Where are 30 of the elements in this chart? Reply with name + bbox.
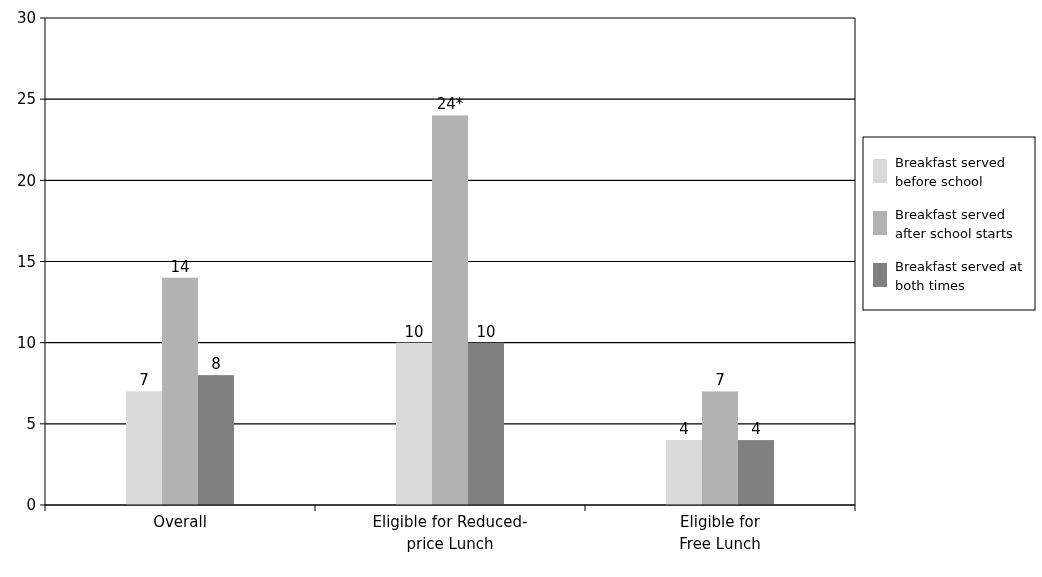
y-tick-label: 10 <box>16 333 36 352</box>
bar <box>396 342 432 505</box>
legend-label: Breakfast served before school <box>895 155 1006 189</box>
data-label: 10 <box>404 322 424 341</box>
data-label: 10 <box>476 322 496 341</box>
y-tick-label: 0 <box>26 496 36 515</box>
y-tick-label: 25 <box>16 90 36 109</box>
y-tick-label: 5 <box>26 415 36 434</box>
data-label: 8 <box>211 355 221 374</box>
data-label: 7 <box>715 371 725 390</box>
bar <box>666 440 702 505</box>
bar <box>702 391 738 505</box>
y-tick-label: 20 <box>16 171 36 190</box>
x-tick-label: Eligible for Reduced- price Lunch <box>372 513 528 553</box>
data-label: 4 <box>679 420 689 439</box>
bar <box>198 375 234 505</box>
bar <box>468 342 504 505</box>
x-tick-label: Overall <box>153 513 207 531</box>
bar <box>126 391 162 505</box>
legend-label: Breakfast served at both times <box>895 259 1023 293</box>
data-label: 24* <box>436 95 464 114</box>
data-label: 4 <box>751 420 761 439</box>
data-label: 7 <box>139 371 149 390</box>
bar <box>432 115 468 505</box>
x-tick-label: Eligible for Free Lunch <box>679 513 761 553</box>
legend-label: Breakfast served after school starts <box>895 207 1013 241</box>
y-tick-label: 30 <box>16 9 36 28</box>
bar <box>738 440 774 505</box>
bar <box>162 277 198 505</box>
y-tick-label: 15 <box>16 252 36 271</box>
